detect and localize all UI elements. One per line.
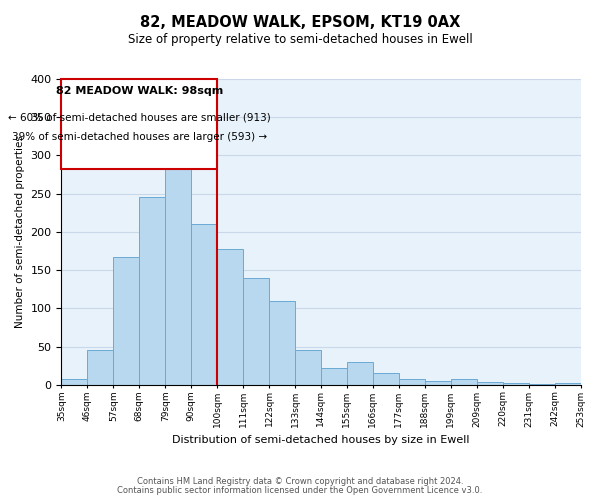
Bar — [191, 224, 217, 384]
Bar — [61, 378, 88, 384]
Text: Contains public sector information licensed under the Open Government Licence v3: Contains public sector information licen… — [118, 486, 482, 495]
Bar — [243, 278, 269, 384]
X-axis label: Distribution of semi-detached houses by size in Ewell: Distribution of semi-detached houses by … — [172, 435, 470, 445]
Y-axis label: Number of semi-detached properties: Number of semi-detached properties — [15, 136, 25, 328]
Bar — [373, 372, 399, 384]
Text: 82, MEADOW WALK, EPSOM, KT19 0AX: 82, MEADOW WALK, EPSOM, KT19 0AX — [140, 15, 460, 30]
Bar — [503, 383, 529, 384]
Bar — [399, 378, 425, 384]
Bar — [139, 198, 165, 384]
Bar — [165, 153, 191, 384]
Bar — [554, 383, 581, 384]
Text: Contains HM Land Registry data © Crown copyright and database right 2024.: Contains HM Land Registry data © Crown c… — [137, 477, 463, 486]
Text: ← 60% of semi-detached houses are smaller (913): ← 60% of semi-detached houses are smalle… — [8, 113, 271, 123]
Bar — [347, 362, 373, 384]
Bar — [451, 380, 476, 384]
Text: 82 MEADOW WALK: 98sqm: 82 MEADOW WALK: 98sqm — [56, 86, 223, 97]
Bar — [476, 382, 503, 384]
Bar — [88, 350, 113, 384]
Bar — [425, 381, 451, 384]
Bar — [269, 300, 295, 384]
Bar — [295, 350, 321, 384]
Bar — [321, 368, 347, 384]
Text: Size of property relative to semi-detached houses in Ewell: Size of property relative to semi-detach… — [128, 32, 472, 46]
Text: 39% of semi-detached houses are larger (593) →: 39% of semi-detached houses are larger (… — [12, 132, 267, 141]
Bar — [217, 248, 243, 384]
Bar — [113, 257, 139, 384]
